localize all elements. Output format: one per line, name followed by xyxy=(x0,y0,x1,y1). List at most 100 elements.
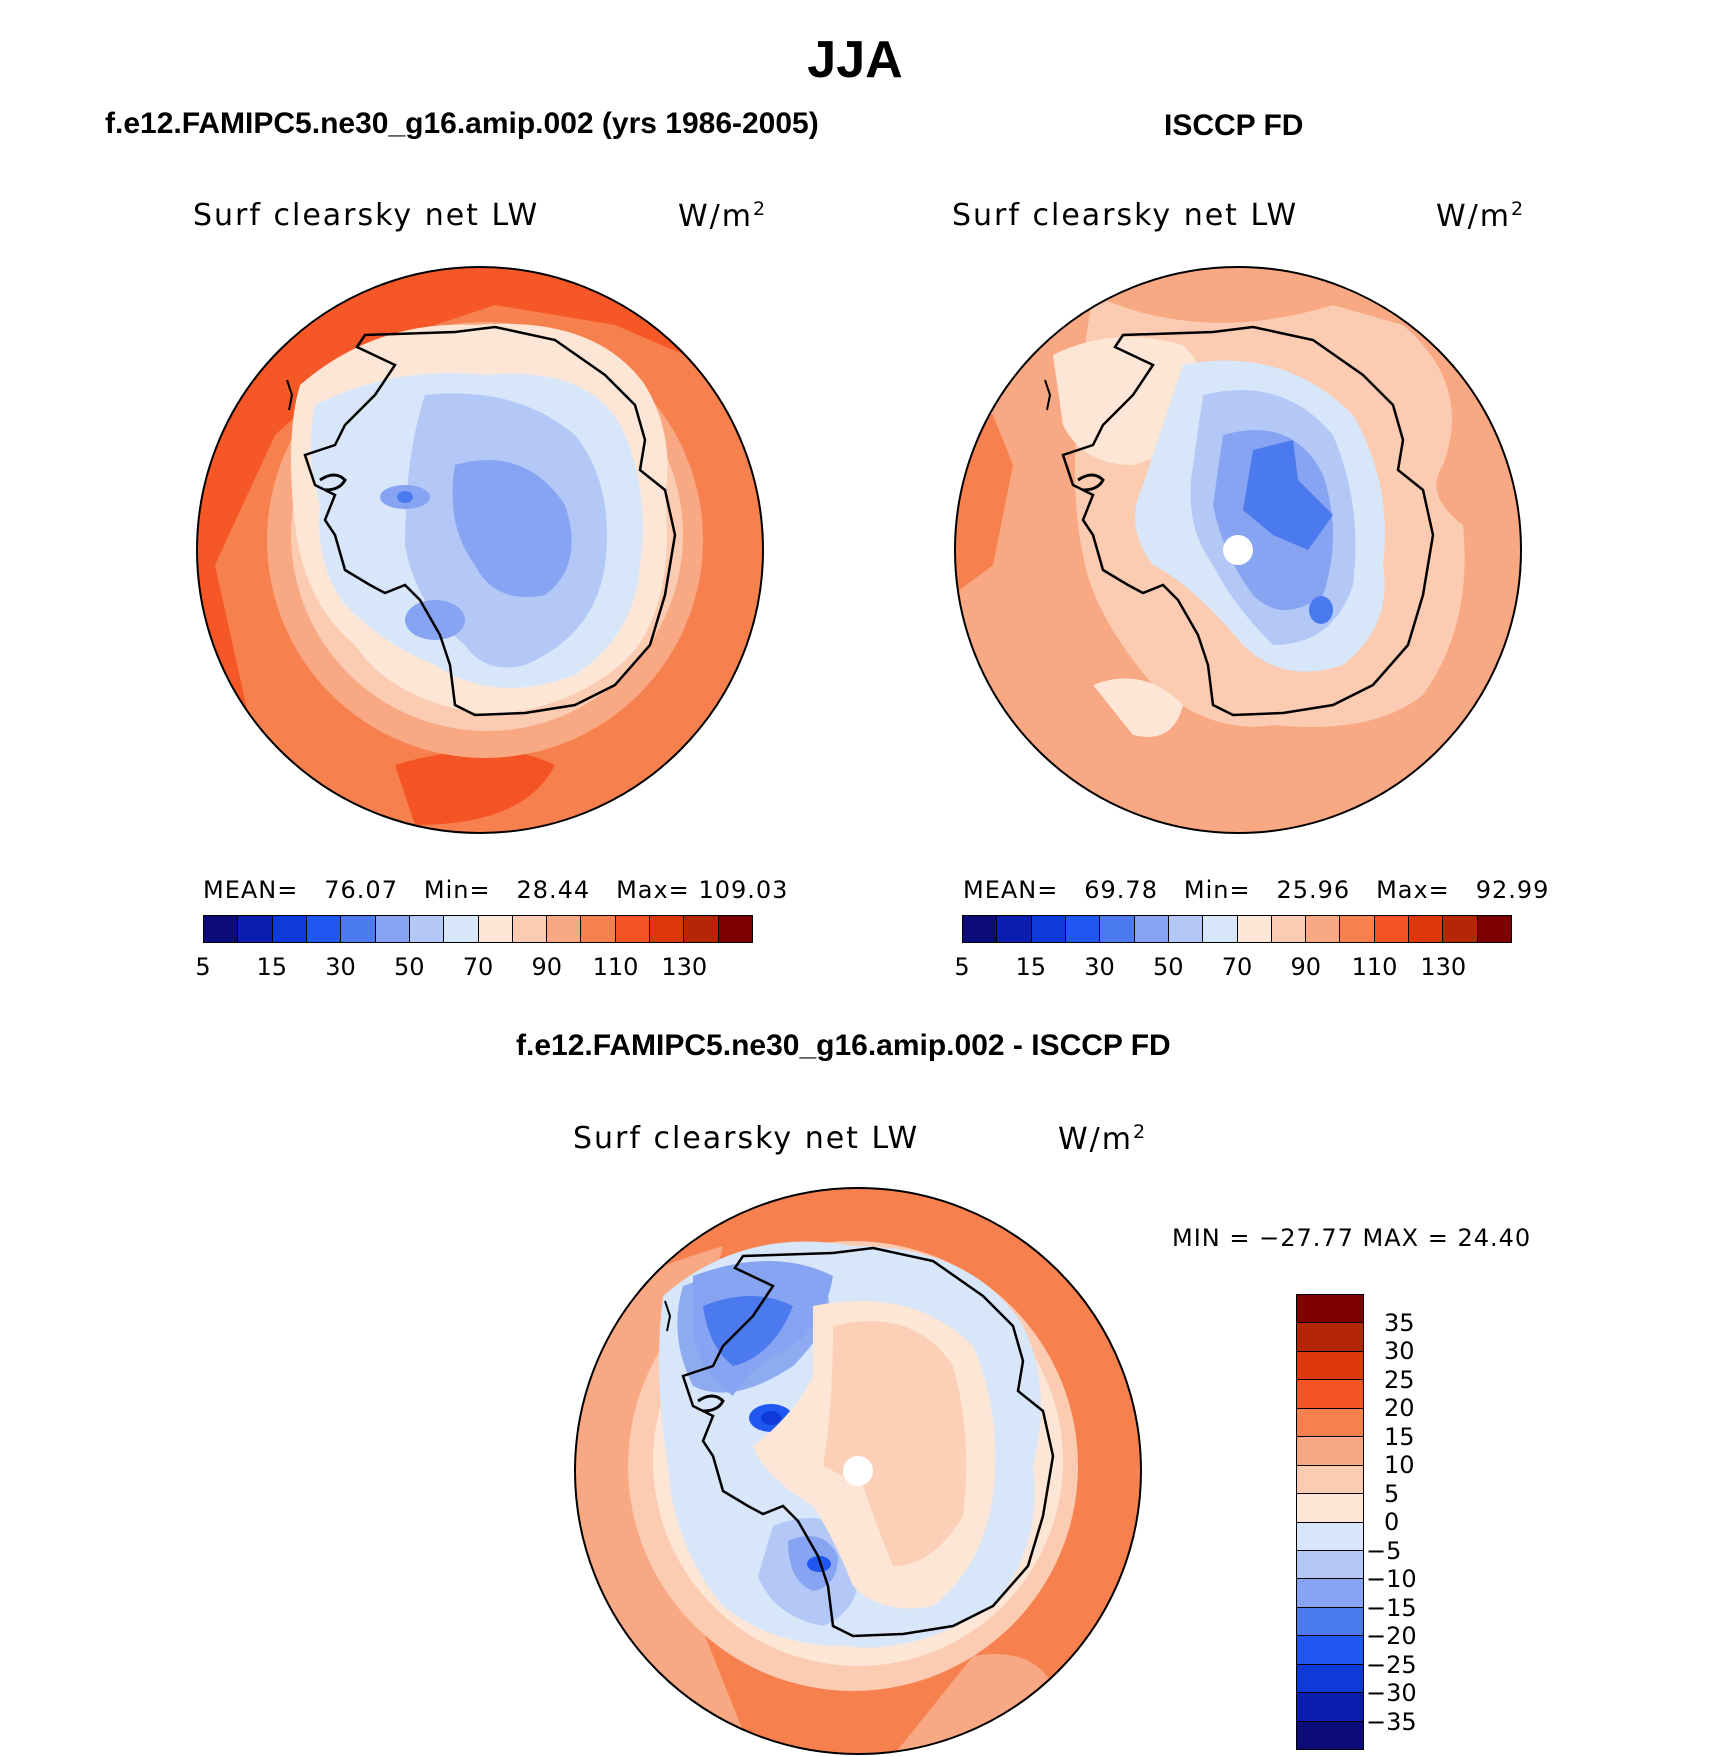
colorbar-swatch xyxy=(1340,916,1375,942)
colorbar-swatch xyxy=(1297,1323,1363,1352)
colorbar-swatch xyxy=(1297,1607,1363,1637)
colorbar-tick-label: 5 xyxy=(954,953,970,981)
colorbar-model-labels: 5 15 30 50 70 90 110 130 xyxy=(195,953,753,983)
colorbar-swatch xyxy=(1443,916,1478,942)
colorbar-tick-label: 110 xyxy=(1351,953,1398,981)
colorbar-tick-label: 130 xyxy=(661,953,708,981)
colorbar-swatch xyxy=(1271,916,1307,942)
colorbar-tick-label: 90 xyxy=(1290,953,1322,981)
colorbar-swatch xyxy=(1297,1351,1363,1381)
colorbar-tick-label: 30 xyxy=(1084,953,1115,981)
colorbar-swatch xyxy=(444,916,479,942)
colorbar-swatch xyxy=(1203,916,1238,942)
colorbar-swatch xyxy=(1297,1693,1363,1722)
map-model xyxy=(196,266,764,834)
colorbar-swatch xyxy=(409,916,445,942)
colorbar-tick-label: −35 xyxy=(1366,1707,1417,1736)
colorbar-swatch xyxy=(684,916,719,942)
panel-diff-title: f.e12.FAMIPC5.ne30_g16.amip.002 - ISCCP … xyxy=(516,1029,1171,1062)
colorbar-tick-label: −5 xyxy=(1366,1536,1402,1565)
colorbar-diff-labels: 35 30 25 20 15 10 5 0 −5 −10 −15 −20 −25 −30 −35 xyxy=(1366,1294,1464,1750)
panel-obs-stats: MEAN= 69.78 Min= 25.96 Max= 92.99 xyxy=(963,876,1550,904)
colorbar-swatch xyxy=(1477,916,1511,942)
colorbar-swatch xyxy=(1297,1494,1363,1523)
figure-title: JJA xyxy=(807,31,903,89)
colorbar-swatch xyxy=(1065,916,1101,942)
panel-model-units: W/m2 xyxy=(678,198,768,234)
colorbar-tick-label: 110 xyxy=(592,953,639,981)
colorbar-swatch xyxy=(512,916,548,942)
colorbar-swatch xyxy=(1297,1721,1363,1749)
colorbar-swatch xyxy=(341,916,376,942)
panel-diff-minmax: MIN = −27.77 MAX = 24.40 xyxy=(1172,1224,1532,1252)
colorbar-tick-label: 20 xyxy=(1384,1394,1415,1422)
panel-model-stats: MEAN= 76.07 Min= 28.44 Max= 109.03 xyxy=(203,876,789,904)
colorbar-tick-label: 30 xyxy=(1384,1337,1415,1365)
colorbar-swatch xyxy=(1409,916,1444,942)
colorbar-tick-label: −25 xyxy=(1366,1650,1417,1679)
colorbar-tick-label: 70 xyxy=(1221,953,1253,981)
colorbar-tick-label: 15 xyxy=(1015,953,1047,981)
colorbar-swatch xyxy=(1297,1408,1363,1438)
colorbar-obs-labels: 5 15 30 50 70 90 110 130 xyxy=(954,953,1512,983)
colorbar-swatch xyxy=(1297,1295,1363,1324)
colorbar-swatch xyxy=(1134,916,1169,942)
colorbar-swatch xyxy=(306,916,342,942)
colorbar-tick-label: 130 xyxy=(1420,953,1467,981)
colorbar-swatch xyxy=(478,916,513,942)
panel-model-title: f.e12.FAMIPC5.ne30_g16.amip.002 (yrs 198… xyxy=(105,107,819,140)
colorbar-tick-label: 30 xyxy=(325,953,356,981)
colorbar-tick-label: 70 xyxy=(462,953,494,981)
colorbar-tick-label: 50 xyxy=(393,953,425,981)
colorbar-swatch xyxy=(1374,916,1410,942)
colorbar-swatch xyxy=(375,916,410,942)
colorbar-model xyxy=(203,915,753,943)
colorbar-tick-label: −30 xyxy=(1366,1679,1417,1707)
map-obs xyxy=(954,266,1522,834)
colorbar-swatch xyxy=(1031,916,1066,942)
colorbar-tick-label: −10 xyxy=(1366,1565,1417,1593)
colorbar-swatch xyxy=(1297,1522,1363,1551)
colorbar-tick-label: 10 xyxy=(1384,1451,1415,1479)
panel-diff-variable: Surf clearsky net LW xyxy=(573,1121,920,1156)
colorbar-swatch xyxy=(1306,916,1341,942)
colorbar-swatch xyxy=(581,916,616,942)
colorbar-swatch xyxy=(1297,1380,1363,1409)
colorbar-swatch xyxy=(272,916,307,942)
colorbar-swatch xyxy=(1297,1579,1363,1608)
panel-obs-variable: Surf clearsky net LW xyxy=(952,198,1299,233)
colorbar-tick-label: 35 xyxy=(1384,1308,1415,1337)
colorbar-swatch xyxy=(718,916,752,942)
colorbar-swatch xyxy=(1100,916,1135,942)
colorbar-tick-label: 15 xyxy=(256,953,288,981)
colorbar-tick-label: 50 xyxy=(1152,953,1184,981)
colorbar-tick-label: 90 xyxy=(531,953,563,981)
map-diff xyxy=(574,1187,1142,1755)
panel-diff-units: W/m2 xyxy=(1058,1121,1148,1157)
colorbar-swatch xyxy=(997,916,1032,942)
colorbar-tick-label: 5 xyxy=(195,953,211,981)
colorbar-tick-label: −20 xyxy=(1366,1622,1417,1650)
colorbar-swatch xyxy=(1297,1437,1363,1466)
colorbar-tick-label: 25 xyxy=(1384,1365,1415,1394)
colorbar-swatch xyxy=(204,916,239,942)
colorbar-tick-label: 0 xyxy=(1384,1508,1400,1536)
colorbar-swatch xyxy=(1297,1550,1363,1580)
colorbar-swatch xyxy=(650,916,685,942)
colorbar-swatch xyxy=(1297,1664,1363,1694)
colorbar-obs xyxy=(962,915,1512,943)
colorbar-swatch xyxy=(1297,1636,1363,1665)
colorbar-diff xyxy=(1296,1294,1364,1750)
panel-model-variable: Surf clearsky net LW xyxy=(193,198,540,233)
panel-obs-title: ISCCP FD xyxy=(1164,109,1304,142)
colorbar-swatch xyxy=(547,916,582,942)
colorbar-swatch xyxy=(963,916,998,942)
colorbar-swatch xyxy=(1297,1465,1363,1495)
colorbar-tick-label: −15 xyxy=(1366,1593,1417,1622)
colorbar-swatch xyxy=(1168,916,1204,942)
colorbar-swatch xyxy=(615,916,651,942)
panel-obs-units: W/m2 xyxy=(1436,198,1526,234)
colorbar-swatch xyxy=(238,916,273,942)
colorbar-tick-label: 15 xyxy=(1384,1422,1415,1451)
colorbar-tick-label: 5 xyxy=(1384,1479,1400,1508)
